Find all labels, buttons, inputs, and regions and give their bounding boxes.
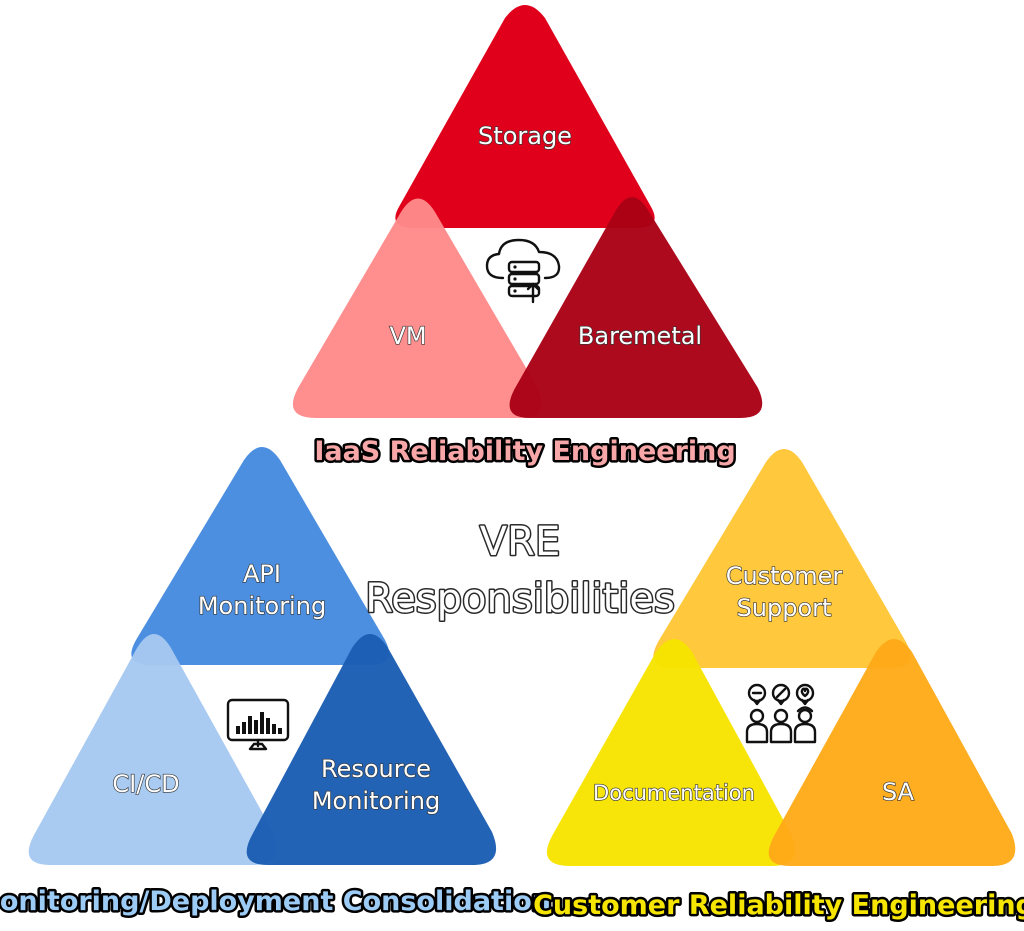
customer-sa-label: SA (882, 778, 915, 806)
center-title-line1: VRE (480, 519, 560, 565)
monitoring-left-triangle (28, 634, 277, 865)
customer-support-label-line2: Support (737, 594, 832, 622)
monitoring-cicd-label: CI/CD (112, 770, 179, 798)
customer-left-triangle (546, 639, 796, 866)
iaas-group: Storage VM Baremetal IaaS Reliability En… (292, 5, 763, 470)
customer-top-triangle (653, 449, 911, 668)
monitoring-top-triangle (131, 447, 390, 665)
customer-right-triangle (768, 639, 1016, 866)
customer-documentation-label: Documentation (593, 781, 755, 805)
monitoring-api-label-line2: Monitoring (198, 592, 326, 620)
iaas-top-triangle (395, 5, 655, 228)
cloud-server-icon (485, 238, 561, 304)
center-title-line2: Responsibilities (365, 576, 675, 622)
customer-caption: Customer Reliability Engineering (533, 890, 1024, 921)
iaas-left-triangle (292, 198, 542, 418)
monitoring-api-label-line1: API (243, 560, 281, 588)
support-team-icon (745, 683, 817, 744)
monitoring-resource-label-line1: Resource (321, 755, 431, 783)
iaas-caption: IaaS Reliability Engineering (314, 436, 735, 467)
iaas-vm-label: VM (389, 322, 426, 350)
monitoring-group: API Monitoring CI/CD Resource Monitoring… (0, 447, 553, 920)
center-title: VRE Responsibilities (364, 518, 677, 624)
monitoring-resource-label-line2: Monitoring (312, 787, 440, 815)
customer-support-label-line1: Customer (726, 562, 843, 590)
monitoring-right-triangle (246, 634, 497, 865)
iaas-storage-label: Storage (478, 122, 572, 150)
monitor-chart-icon (226, 698, 290, 751)
iaas-baremetal-label: Baremetal (578, 322, 702, 350)
iaas-right-triangle (509, 197, 763, 418)
monitoring-caption: Monitoring/Deployment Consolidation (0, 886, 551, 917)
customer-group: Customer Support Documentation SA Custom… (531, 449, 1024, 924)
